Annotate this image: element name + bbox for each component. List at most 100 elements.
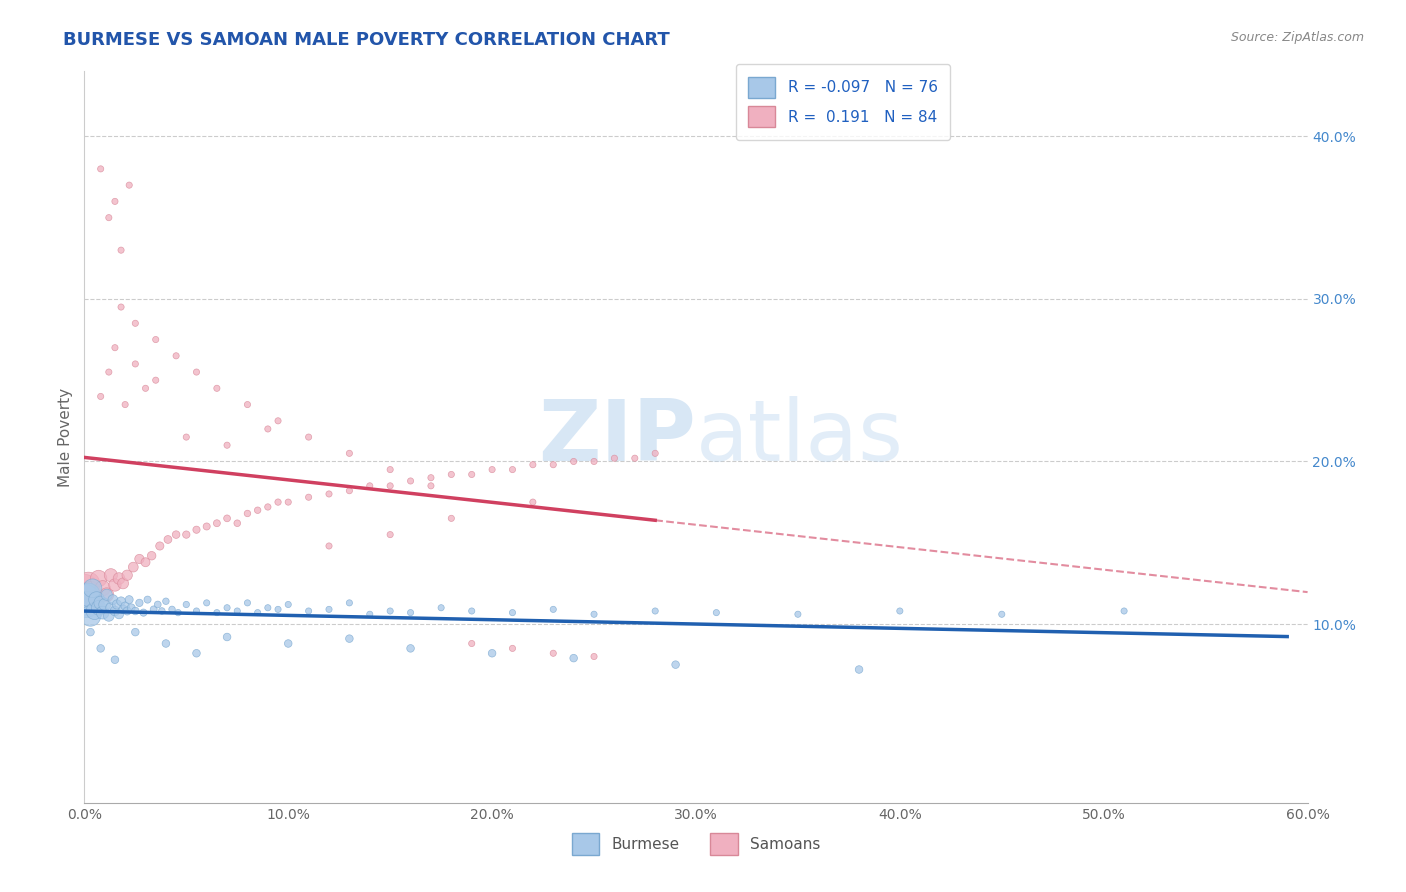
Point: [706, 606, 728, 620]
Point: [79, 584, 101, 599]
Legend: Burmese, Samoans: Burmese, Samoans: [565, 827, 827, 861]
Point: [174, 598, 197, 612]
Point: [205, 516, 228, 531]
Point: [246, 503, 269, 517]
Point: [267, 495, 290, 509]
Point: [104, 604, 127, 618]
Point: [624, 451, 647, 466]
Point: [195, 596, 218, 610]
Point: [83, 604, 105, 618]
Point: [110, 300, 132, 314]
Point: [90, 161, 112, 176]
Point: [112, 576, 135, 591]
Point: [120, 600, 142, 615]
Point: [205, 606, 228, 620]
Point: [83, 592, 105, 607]
Point: [318, 539, 340, 553]
Point: [420, 479, 443, 493]
Point: [91, 606, 114, 620]
Point: [298, 490, 321, 504]
Point: [298, 604, 321, 618]
Point: [73, 581, 96, 595]
Point: [104, 341, 127, 355]
Point: [522, 495, 544, 509]
Point: [380, 479, 402, 493]
Point: [543, 602, 565, 616]
Point: [110, 594, 132, 608]
Point: [787, 607, 810, 622]
Point: [644, 604, 666, 618]
Point: [128, 552, 150, 566]
Point: [114, 599, 136, 614]
Point: [399, 641, 422, 656]
Point: [97, 608, 120, 623]
Point: [502, 606, 524, 620]
Point: [91, 581, 114, 595]
Point: [104, 578, 127, 592]
Point: [73, 592, 96, 607]
Point: [583, 607, 606, 622]
Point: [90, 596, 112, 610]
Point: [481, 462, 503, 476]
Point: [889, 604, 911, 618]
Point: [236, 507, 259, 521]
Point: [115, 604, 138, 618]
Point: [142, 602, 165, 616]
Point: [90, 641, 112, 656]
Point: [267, 602, 290, 616]
Point: [440, 467, 463, 482]
Point: [359, 479, 381, 493]
Point: [217, 630, 239, 644]
Point: [543, 646, 565, 660]
Point: [141, 549, 163, 563]
Point: [583, 649, 606, 664]
Point: [502, 641, 524, 656]
Point: [461, 636, 484, 650]
Point: [135, 381, 157, 395]
Point: [118, 592, 141, 607]
Point: [380, 527, 402, 541]
Point: [991, 607, 1014, 622]
Point: [318, 602, 340, 616]
Point: [174, 430, 197, 444]
Point: [440, 511, 463, 525]
Point: [236, 596, 259, 610]
Y-axis label: Male Poverty: Male Poverty: [58, 387, 73, 487]
Point: [145, 333, 167, 347]
Point: [1114, 604, 1136, 618]
Point: [100, 600, 122, 615]
Point: [112, 602, 135, 616]
Point: [149, 539, 172, 553]
Text: ZIP: ZIP: [538, 395, 696, 479]
Point: [195, 519, 218, 533]
Point: [100, 568, 122, 582]
Point: [87, 600, 110, 615]
Point: [101, 592, 124, 607]
Point: [217, 438, 239, 452]
Point: [79, 608, 101, 623]
Point: [104, 653, 127, 667]
Point: [522, 458, 544, 472]
Point: [77, 588, 100, 602]
Point: [430, 600, 453, 615]
Point: [146, 598, 169, 612]
Point: [380, 604, 402, 618]
Point: [562, 454, 585, 468]
Point: [665, 657, 688, 672]
Point: [562, 651, 585, 665]
Point: [96, 588, 118, 602]
Point: [318, 487, 340, 501]
Point: [298, 430, 321, 444]
Point: [86, 592, 108, 607]
Point: [115, 568, 138, 582]
Point: [226, 604, 249, 618]
Point: [217, 600, 239, 615]
Point: [160, 602, 183, 616]
Text: atlas: atlas: [696, 395, 904, 479]
Point: [246, 606, 269, 620]
Point: [399, 606, 422, 620]
Point: [186, 604, 208, 618]
Point: [644, 446, 666, 460]
Point: [132, 606, 155, 620]
Point: [380, 462, 402, 476]
